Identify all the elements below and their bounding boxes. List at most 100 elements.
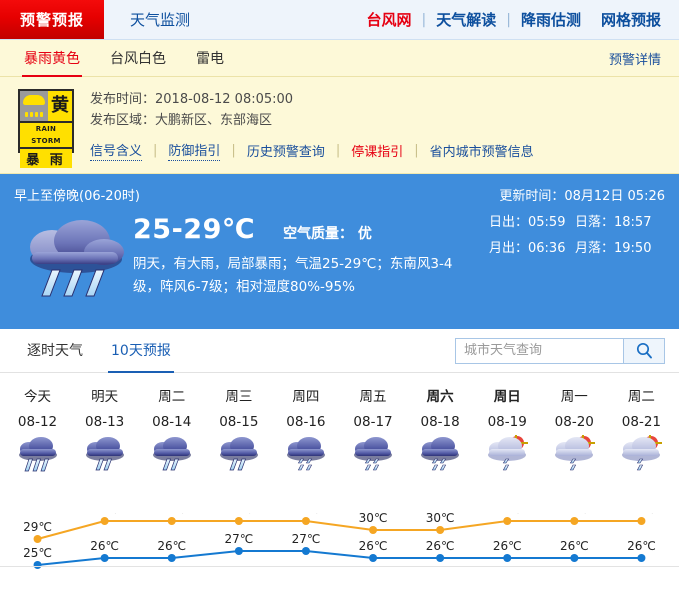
- warning-tab-thunder[interactable]: 雷电: [196, 50, 224, 67]
- city-search: [455, 337, 665, 364]
- temperature-point: [301, 547, 310, 555]
- forecast-day-name: 周二: [158, 389, 186, 405]
- signal-english-text: RAIN STORM: [20, 121, 72, 149]
- warning-area: 发布区域：大鹏新区、东部海区: [90, 113, 273, 128]
- temperature-point: [570, 554, 579, 562]
- forecast-day-name: 周二: [627, 389, 655, 405]
- forecast-day-column[interactable]: 周二 08-14: [138, 373, 205, 476]
- forecast-day-column[interactable]: 周三 08-15: [205, 373, 272, 476]
- warning-tab-rainstorm-yellow[interactable]: 暴雨黄色: [22, 40, 82, 77]
- temperature-label: 26℃: [359, 539, 388, 553]
- temperature-point: [301, 517, 310, 525]
- nav-link-typhoon[interactable]: 台风网: [366, 11, 412, 29]
- forecast-day-name: 明天: [91, 389, 119, 405]
- air-quality-label: 空气质量： 优: [283, 226, 372, 242]
- rainstorm-yellow-signal-icon: 黄 RAIN STORM 暴 雨: [18, 89, 74, 168]
- forecast-day-column[interactable]: 周一 08-20: [541, 373, 608, 476]
- forecast-day-date: 08-17: [353, 414, 393, 430]
- link-province-alerts[interactable]: 省内城市预警信息: [429, 144, 534, 160]
- bottom-divider: [0, 566, 679, 567]
- forecast-weather-rain-light-icon: [272, 430, 339, 476]
- temperature-label: 31℃: [90, 513, 119, 516]
- forecast-day-column[interactable]: 周日 08-19: [474, 373, 541, 476]
- temperature-label: 26℃: [493, 539, 522, 553]
- link-signal-meaning[interactable]: 信号含义: [90, 140, 143, 161]
- current-weather-panel: 早上至傍晚(06-20时) 更新时间：08月12日 05:26: [0, 174, 679, 329]
- nav-item-alerts[interactable]: 预警预报: [0, 0, 104, 39]
- temperature-point: [436, 526, 445, 534]
- forecast-day-name: 今天: [24, 389, 52, 405]
- temperature-point: [33, 561, 42, 569]
- rain-cloud-glyph: [20, 91, 48, 121]
- tab-hourly-weather[interactable]: 逐时天气: [27, 343, 83, 359]
- forecast-day-name: 周六: [426, 389, 454, 405]
- warning-body: 黄 RAIN STORM 暴 雨 发布时间：2018-08-12 08:05:0…: [0, 77, 679, 173]
- temperature-label: 31℃: [560, 513, 589, 516]
- temperature-label: 29℃: [23, 520, 52, 534]
- warning-link-sep-3: |: [335, 143, 341, 158]
- forecast-period-label: 早上至傍晚(06-20时): [14, 189, 140, 204]
- forecast-weather-rain-heavy-icon: [4, 430, 71, 476]
- temperature-label: 25℃: [23, 546, 52, 560]
- forecast-day-column[interactable]: 周六 08-18: [407, 373, 474, 476]
- city-search-input[interactable]: [455, 337, 623, 364]
- forecast-weather-rain-light-icon: [339, 430, 406, 476]
- forecast-day-name: 周一: [560, 389, 588, 405]
- temperature-label: 31℃: [493, 513, 522, 516]
- forecast-day-name: 周三: [225, 389, 253, 405]
- forecast-day-column[interactable]: 明天 08-13: [71, 373, 138, 476]
- forecast-day-column[interactable]: 周四 08-16: [272, 373, 339, 476]
- forecast-day-date: 08-15: [219, 414, 259, 430]
- moonset-time: 月落：19:50: [575, 241, 652, 256]
- warning-panel: 暴雨黄色 台风白色 雷电 预警详情 黄 RAIN STORM 暴 雨 发布时间：…: [0, 40, 679, 174]
- moonrise-time: 月出：06:36: [489, 241, 566, 256]
- nav-link-weather-analysis[interactable]: 天气解读: [436, 11, 497, 29]
- forecast-day-column[interactable]: 周五 08-17: [339, 373, 406, 476]
- temperature-point: [637, 517, 646, 525]
- current-weather-main: 25-29℃ 空气质量： 优 阴天，有大雨，局部暴雨；气温25-29℃；东南风3…: [0, 204, 679, 310]
- forecast-day-column[interactable]: 今天 08-12: [4, 373, 71, 476]
- warning-detail-link[interactable]: 预警详情: [608, 52, 661, 68]
- temperature-label: 30℃: [426, 513, 455, 525]
- temperature-point: [503, 554, 512, 562]
- temperature-point: [637, 554, 646, 562]
- current-weather-text: 25-29℃ 空气质量： 优 阴天，有大雨，局部暴雨；气温25-29℃；东南风3…: [133, 210, 679, 310]
- nav-link-grid-forecast[interactable]: 网格预报: [600, 11, 661, 29]
- current-weather-header: 早上至傍晚(06-20时) 更新时间：08月12日 05:26: [0, 174, 679, 204]
- top-nav-right-links: 台风网 | 天气解读 | 降雨估测 网格预报: [357, 0, 679, 39]
- current-temperature: 25-29℃: [133, 214, 256, 245]
- temperature-label: 26℃: [90, 539, 119, 553]
- temperature-label: 27℃: [224, 532, 253, 546]
- forecast-day-date: 08-13: [85, 414, 125, 430]
- temperature-point: [234, 517, 243, 525]
- nav-item-monitoring[interactable]: 天气监测: [130, 11, 191, 29]
- tab-ten-day-forecast[interactable]: 10天预报: [108, 329, 174, 373]
- temperature-point: [369, 554, 378, 562]
- warning-tab-bar: 暴雨黄色 台风白色 雷电 预警详情: [0, 40, 679, 77]
- temperature-label: 31℃: [627, 513, 656, 516]
- nav-link-rain-estimate[interactable]: 降雨估测: [520, 11, 581, 29]
- warning-links: 信号含义 | 防御指引 | 历史预警查询 | 停课指引 | 省内城市预警信息: [90, 140, 534, 161]
- warning-tab-typhoon-white[interactable]: 台风白色: [110, 50, 166, 67]
- warning-link-sep-1: |: [153, 143, 158, 158]
- link-defense-guide[interactable]: 防御指引: [168, 140, 221, 161]
- temperature-point: [167, 517, 176, 525]
- forecast-weather-rain-light-icon: [407, 430, 474, 476]
- temperature-label: 31℃: [292, 513, 321, 516]
- link-history-query[interactable]: 历史预警查询: [246, 144, 325, 160]
- link-class-suspension[interactable]: 停课指引: [351, 144, 404, 160]
- temperature-label: 26℃: [157, 539, 186, 553]
- temperature-point: [234, 547, 243, 555]
- ten-day-forecast-body: 今天 08-12 明天 08-13 周二 08-14 周三 08-15 周四 08-16 周五 08-…: [0, 373, 679, 569]
- forecast-day-date: 08-20: [554, 414, 594, 430]
- city-search-button[interactable]: [623, 337, 665, 364]
- forecast-weather-sun-cloud-rain-icon: [541, 430, 608, 476]
- forecast-day-column[interactable]: 周二 08-21: [608, 373, 675, 476]
- forecast-day-date: 08-14: [152, 414, 192, 430]
- temperature-label: 31℃: [224, 513, 253, 516]
- top-navigation-bar: 预警预报 天气监测 台风网 | 天气解读 | 降雨估测 网格预报: [0, 0, 679, 40]
- temperature-label: 26℃: [627, 539, 656, 553]
- temperature-point: [100, 554, 109, 562]
- forecast-day-name: 周五: [359, 389, 387, 405]
